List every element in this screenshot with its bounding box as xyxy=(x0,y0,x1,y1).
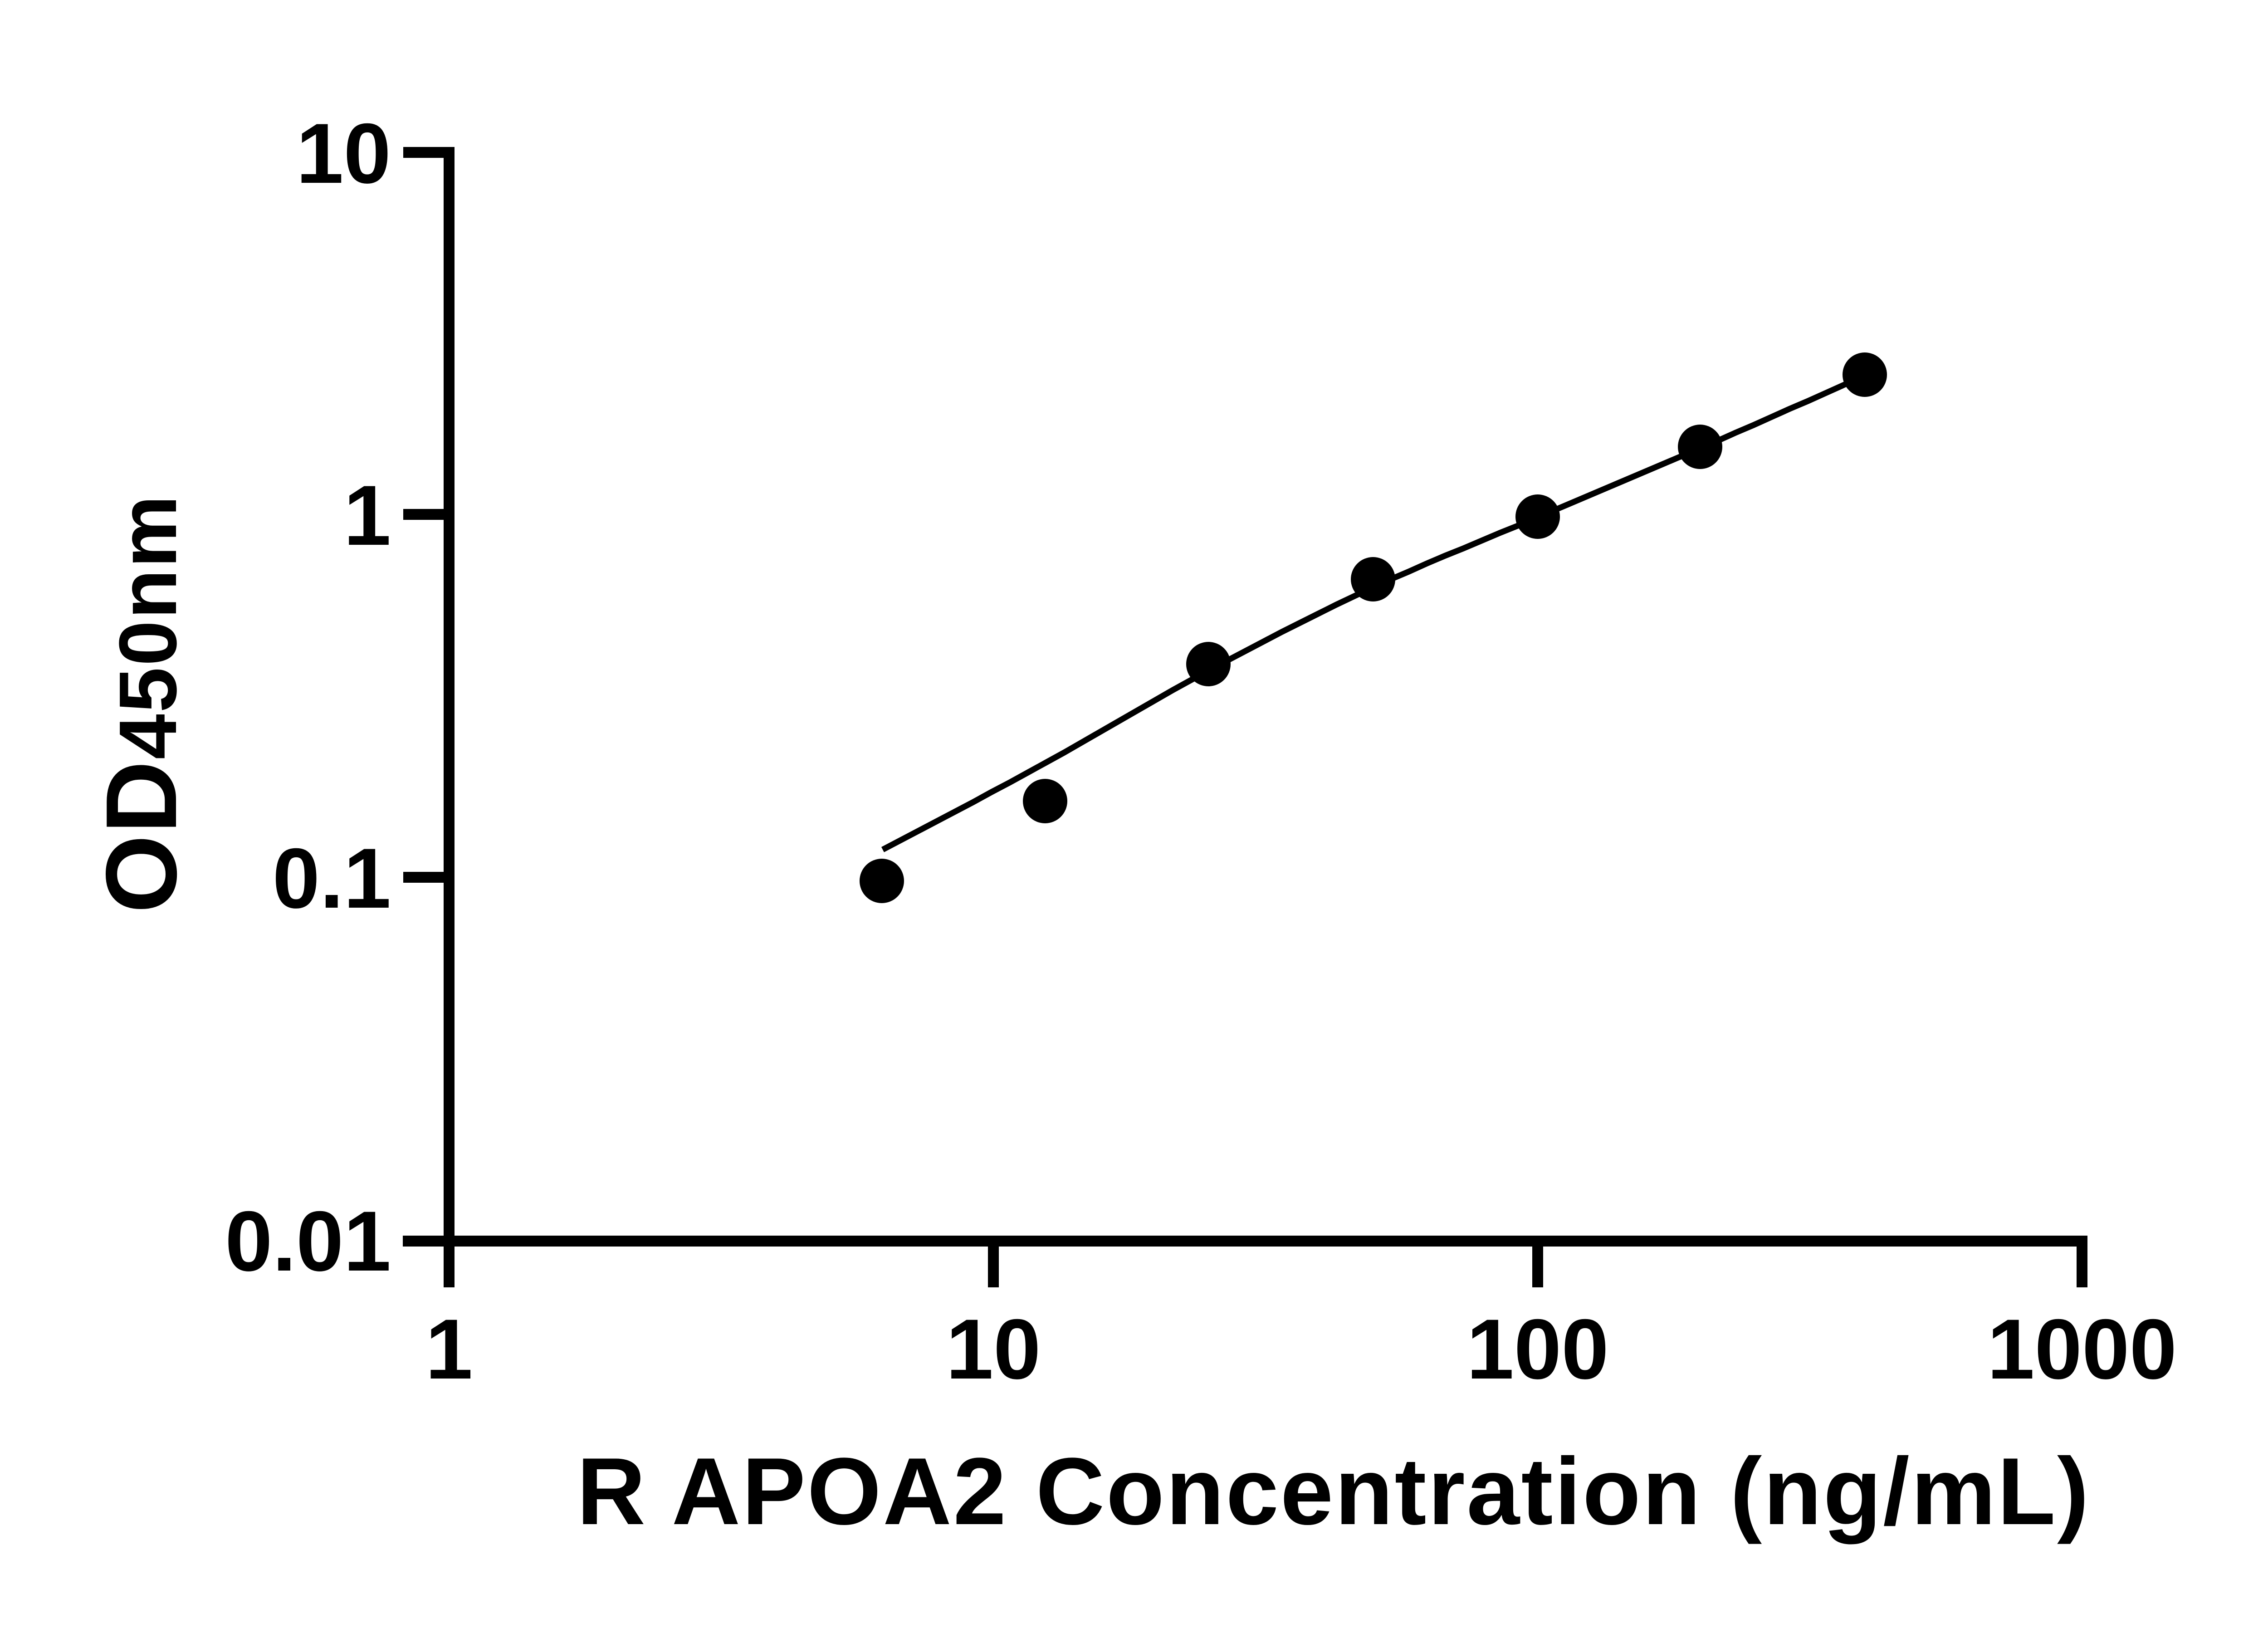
svg-text:100: 100 xyxy=(1466,1301,1609,1397)
svg-text:10: 10 xyxy=(946,1301,1041,1397)
svg-text:OD450nm: OD450nm xyxy=(85,494,198,913)
svg-text:10: 10 xyxy=(296,106,391,201)
svg-text:1: 1 xyxy=(425,1301,473,1397)
svg-text:1: 1 xyxy=(343,468,391,563)
svg-text:0.01: 0.01 xyxy=(225,1193,391,1289)
svg-text:1000: 1000 xyxy=(1987,1301,2177,1397)
svg-text:R APOA2 Concentration (ng/mL): R APOA2 Concentration (ng/mL) xyxy=(577,1438,2090,1545)
svg-text:0.1: 0.1 xyxy=(273,831,391,926)
